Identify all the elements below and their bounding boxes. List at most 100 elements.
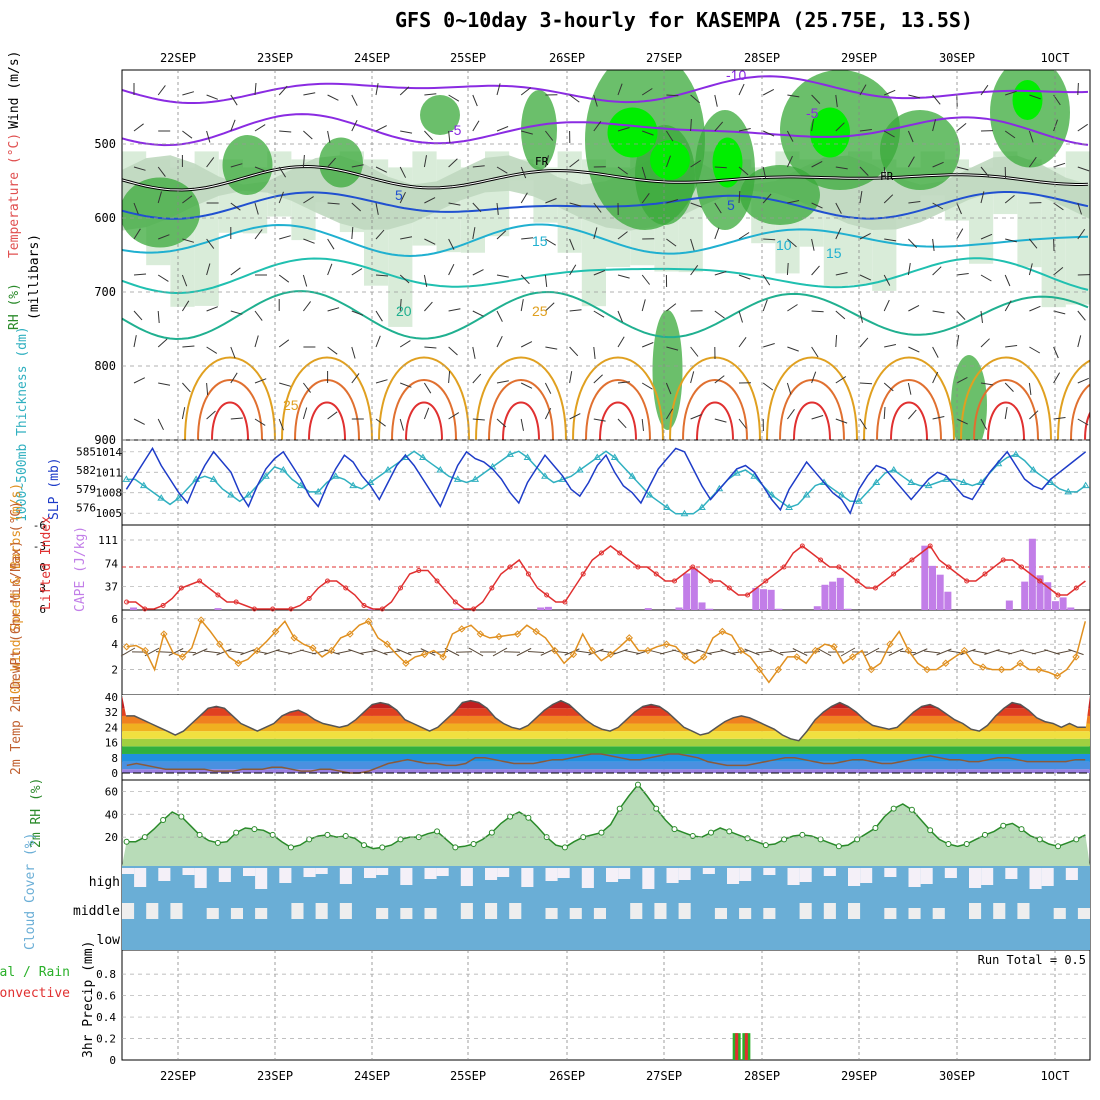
wind-barb <box>1077 82 1079 96</box>
lifted-index-point <box>324 578 330 584</box>
cape-bar <box>1059 597 1067 610</box>
cloud-gap-high <box>969 868 982 888</box>
lifted-index-point <box>251 606 257 612</box>
wind-barb <box>714 271 727 276</box>
rh-2m-point <box>817 836 824 843</box>
wind-10m-barb <box>228 650 244 654</box>
thickness-line <box>126 450 1087 515</box>
cloud-ylabel: Cloud Cover (%) <box>23 833 38 950</box>
temp-contour-30 <box>294 379 360 440</box>
wind-barb <box>908 409 917 420</box>
cape-bar <box>1028 538 1036 610</box>
rh-area <box>122 784 1090 866</box>
wind-barb <box>182 382 191 393</box>
wind-barb <box>351 226 354 240</box>
wind-barb <box>786 155 793 168</box>
wind-speed-point <box>830 643 838 651</box>
wind-barb <box>786 262 789 276</box>
wind-speed-point <box>904 646 913 655</box>
wind-barb <box>690 371 695 384</box>
date-label-top: 30SEP <box>939 51 975 65</box>
wind-barb <box>980 382 993 386</box>
wind-barb <box>448 94 460 102</box>
wind-speed-point <box>886 640 894 648</box>
rh-2m-point <box>178 813 185 820</box>
thickness-point <box>384 466 392 473</box>
wind-barb <box>399 340 411 348</box>
rh-2m-point <box>123 838 130 845</box>
rh-2m-point <box>324 831 331 838</box>
wind-barb <box>1028 156 1037 168</box>
wind-barb <box>1029 346 1041 354</box>
lifted-index-point <box>982 571 988 577</box>
precip-tick: 0.8 <box>96 968 116 981</box>
wind-barb <box>593 346 596 359</box>
wind-barb <box>133 166 146 171</box>
wind-barb <box>544 382 552 394</box>
wind-barb <box>714 310 725 319</box>
lifted-index-point <box>690 564 696 570</box>
rh-2m-point <box>908 806 915 813</box>
rh-light-patch <box>1065 151 1090 305</box>
wind-barb <box>520 382 533 389</box>
contour-label: 15 <box>826 245 842 261</box>
wind-label-part: Wind (m/s) <box>7 51 22 129</box>
wind-speed-point <box>662 640 671 648</box>
wind-barb <box>763 238 776 241</box>
cross-section-ylabel: RH (%) Temperature (°C) Wind (m/s) <box>7 51 22 330</box>
temp-tick: 24 <box>105 721 119 734</box>
wind-barb <box>738 310 743 323</box>
temp-color-band <box>122 731 1090 739</box>
wind-barb <box>738 418 747 429</box>
wind-speed-point <box>848 653 857 661</box>
wind-barb <box>1077 123 1088 132</box>
dewpoint-2m-line <box>126 753 1086 774</box>
wind-barb <box>884 344 897 348</box>
wind-barb <box>182 130 193 139</box>
wind-barb <box>375 310 383 322</box>
thickness-point <box>645 491 654 498</box>
cloud-gap-high <box>545 868 558 881</box>
rh-2m-point <box>927 827 934 834</box>
wind-barb <box>1077 418 1089 426</box>
wind-barb <box>496 274 509 278</box>
wind-barb <box>738 166 749 176</box>
wind-speed-point <box>774 665 782 674</box>
wind-barb <box>883 299 890 312</box>
li-tick: -3 <box>33 540 46 553</box>
wind-barb <box>907 130 914 143</box>
cloud-gap-high <box>315 868 328 874</box>
wind-barb <box>448 263 455 276</box>
wind-barb <box>133 310 143 321</box>
wind-barb <box>835 202 842 214</box>
wind-10m-barb <box>708 649 724 655</box>
wind-barb <box>496 166 508 174</box>
rh-2m-point <box>708 829 715 836</box>
thickness-point <box>802 491 811 498</box>
wind-10m-barb <box>1068 648 1084 656</box>
cape-bar <box>1067 607 1075 610</box>
rh-bright-patch <box>607 107 658 158</box>
thickness-point <box>453 475 462 482</box>
lifted-index-point <box>781 564 787 570</box>
cloud-row-label: middle <box>73 904 120 919</box>
wind-barb <box>787 304 798 312</box>
wind-barb <box>399 418 404 431</box>
cloud-gap-high <box>678 868 691 880</box>
wind-barb <box>593 310 605 318</box>
rh-2m-point <box>269 831 276 838</box>
lifted-index-point <box>471 606 477 612</box>
wind-barb <box>1004 382 1014 392</box>
wind-barb <box>835 418 848 424</box>
wind-10m-barb <box>923 650 941 654</box>
thickness-ylabel: 1000~500mb Thickness (dm) <box>15 326 30 522</box>
cloud-gap-middle <box>678 903 691 919</box>
wind-barb <box>399 166 407 178</box>
wind-barb <box>278 85 288 96</box>
date-label-top: 24SEP <box>354 51 390 65</box>
wind-10m-barb <box>875 651 893 653</box>
wind-barb <box>811 238 815 251</box>
cloud-gap-middle <box>799 903 812 919</box>
wind-speed-point <box>216 640 224 648</box>
wind-barb <box>424 238 436 245</box>
